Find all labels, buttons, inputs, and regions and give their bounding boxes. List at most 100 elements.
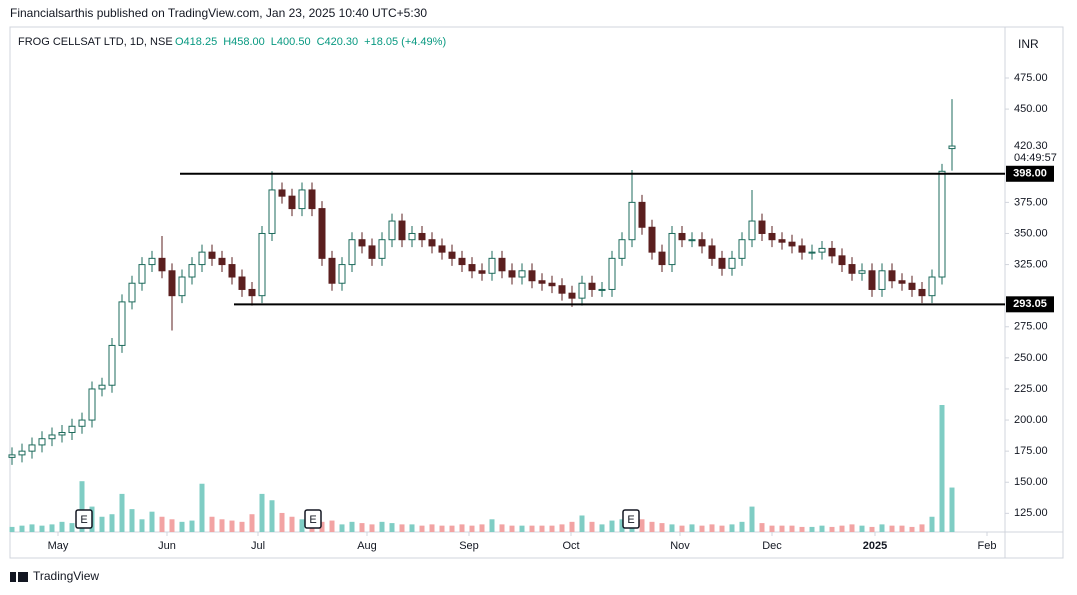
x-tick-label: May [48, 540, 69, 552]
volume-bar [869, 526, 875, 532]
candle-body [108, 344, 116, 386]
volume-bar [909, 526, 915, 532]
volume-bar [699, 525, 705, 532]
candle-body [778, 239, 786, 243]
candle-body [118, 301, 126, 346]
level-label: 398.00 [1013, 168, 1047, 180]
volume-bar [919, 524, 925, 532]
candle-body [228, 264, 236, 278]
earnings-marker [75, 509, 93, 529]
candle-body [728, 257, 736, 269]
candle-body [708, 245, 716, 259]
volume-bar [649, 521, 655, 532]
volume-bar [219, 519, 225, 532]
volume-bar [549, 525, 555, 532]
candle-body [558, 285, 566, 294]
volume-bar [399, 524, 405, 532]
x-tick-label: Sep [459, 540, 479, 552]
ohlc-value: L400.50 [271, 36, 311, 48]
candle-body [868, 270, 876, 290]
x-tick-label: Aug [357, 540, 377, 552]
candle-body [738, 239, 746, 259]
candle-body [758, 220, 766, 234]
candle-body [138, 264, 146, 284]
candle-body [278, 189, 286, 197]
candle-body [808, 251, 816, 254]
earnings-label: E [627, 514, 634, 526]
volume-bar [519, 525, 525, 532]
level-label: 293.05 [1013, 298, 1047, 310]
candle-body [848, 264, 856, 274]
candle-body [388, 220, 396, 241]
y-tick-label: 200.00 [1014, 414, 1048, 426]
volume-bar [709, 524, 715, 532]
candle-body [798, 245, 806, 253]
volume-bar [259, 493, 265, 532]
candle-body [428, 239, 436, 247]
volume-bar [279, 512, 285, 532]
volume-bar [529, 525, 535, 532]
volume-bar [849, 524, 855, 532]
last-price-box [1006, 138, 1062, 166]
x-tick-label: Dec [762, 540, 782, 552]
volume-bar [899, 525, 905, 532]
y-tick-label: 175.00 [1014, 445, 1048, 457]
volume-bar [139, 519, 145, 532]
volume-bar [939, 405, 945, 532]
volume-bar [599, 524, 605, 532]
candle-body [548, 282, 556, 287]
candle-body [78, 419, 86, 427]
volume-bar [499, 524, 505, 532]
y-tick-label: 125.00 [1014, 507, 1048, 519]
candle-body [168, 270, 176, 297]
candle-body [528, 270, 536, 282]
earnings-label: E [309, 514, 316, 526]
level-label-box [1006, 165, 1054, 182]
candle-body [148, 257, 156, 266]
volume-bar [489, 519, 495, 532]
candle-body [608, 257, 616, 290]
countdown: 04:49:57 [1014, 152, 1057, 164]
candle-body [718, 257, 726, 269]
candle-body [748, 220, 756, 241]
candle-body [8, 454, 16, 458]
candle-body [158, 257, 166, 272]
candle-body [338, 264, 346, 284]
candle-body [938, 170, 946, 278]
volume-bar [669, 524, 675, 532]
volume-bar [889, 525, 895, 532]
candle-body [518, 270, 526, 278]
y-tick-label: 350.00 [1014, 227, 1048, 239]
volume-bar [359, 523, 365, 532]
candle-body [828, 247, 836, 257]
volume-bar [469, 525, 475, 532]
volume-bar [329, 520, 335, 532]
volume-bar [619, 519, 625, 532]
volume-bar [79, 481, 85, 532]
candle-body [638, 201, 646, 228]
volume-bar [539, 525, 545, 532]
candle-body [488, 257, 496, 274]
candle-body [208, 251, 216, 259]
volume-bar [189, 520, 195, 532]
volume-bar [509, 525, 515, 532]
candle-body [248, 288, 256, 297]
candle-body [188, 264, 196, 278]
volume-bar [589, 521, 595, 532]
candle-body [568, 292, 576, 299]
x-tick-label: Oct [562, 540, 579, 552]
volume-bar [9, 526, 15, 532]
candle-body [238, 276, 246, 290]
volume-bar [409, 524, 415, 532]
volume-bar [39, 525, 45, 532]
candle-body [578, 282, 586, 299]
candle-body [908, 282, 916, 290]
candle-body [588, 282, 596, 290]
ohlc-value: +18.05 (+4.49%) [364, 36, 446, 48]
candle-body [668, 232, 676, 266]
volume-bar [789, 525, 795, 532]
volume-bar [879, 524, 885, 532]
volume-bar [209, 516, 215, 532]
x-tick-label: Feb [978, 540, 997, 552]
